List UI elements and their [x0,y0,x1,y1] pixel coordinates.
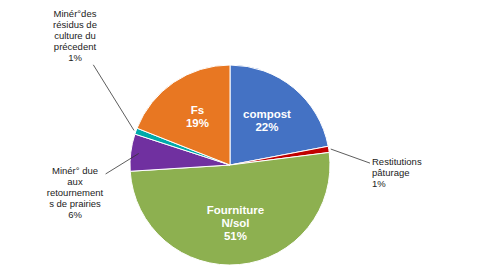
leader-line [331,149,370,163]
outer-label: Minér°desrésidus deculture duprécedent1% [53,8,97,63]
chart: compost22%Restitutionspâturage1%Fournitu… [0,0,478,275]
pie-slice [230,65,328,165]
slice-label: FournitureN/sol [207,204,265,229]
value-label: 19% [186,117,209,129]
slice-label: Restitutionspâturage [372,156,422,178]
slice-label: Minér°desrésidus deculture duprécedent [53,8,97,52]
slice-label: compost [243,108,291,120]
slice-label: Minér° dueauxretournements de prairies [47,165,104,209]
outer-label: Minér° dueauxretournements de prairies6% [47,165,104,220]
pie-slice [137,65,230,165]
value-label: 6% [68,209,82,220]
value-label: 51% [224,230,247,242]
outer-label: Restitutionspâturage1% [372,156,422,189]
value-label: 1% [68,52,82,63]
value-label: 22% [255,121,278,133]
labels: compost22%Restitutionspâturage1%Fournitu… [47,8,422,242]
leader-line [93,65,134,131]
leader-line [106,153,139,173]
slices [130,65,330,265]
slice-label: Fs [191,104,204,116]
value-label: 1% [372,178,386,189]
